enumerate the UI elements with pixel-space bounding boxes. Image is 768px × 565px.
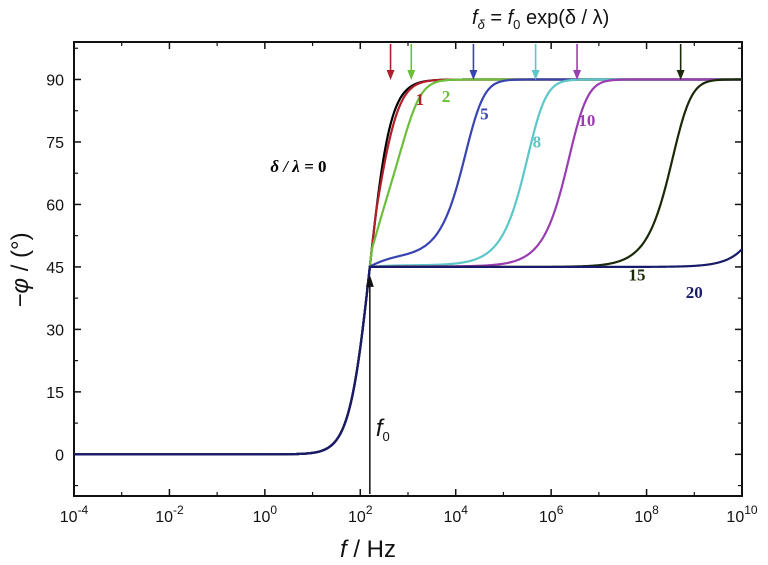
y-axis-title: −φ / (°) [7, 232, 34, 307]
x-tick-label: 100 [253, 503, 278, 526]
y-tick-label: 45 [46, 260, 64, 277]
curve-label-10: 10 [578, 111, 595, 130]
f0-label: f0 [376, 415, 390, 444]
x-tick-label: 108 [634, 503, 659, 526]
x-tick-label: 106 [539, 503, 564, 526]
threshold-arrow-head [676, 70, 685, 80]
y-tick-label: 0 [55, 447, 64, 464]
y-tick-label: 15 [46, 385, 64, 402]
x-tick-label: 1010 [726, 503, 757, 526]
f0-subscript: 0 [383, 429, 390, 444]
x-tick-label: 10-4 [60, 503, 89, 526]
threshold-arrows [386, 44, 685, 80]
formula-annotation: fδ = f0 exp(δ / λ) [472, 7, 609, 32]
x-tick-label: 10-2 [155, 503, 184, 526]
curve-label-15: 15 [629, 265, 646, 284]
curve-label-0: δ / λ = 0 [270, 157, 326, 176]
curve-labels: δ / λ = 0 1 2 5 8 10 15 20 [270, 87, 702, 302]
curve-label-2: 2 [442, 87, 451, 106]
formula-rhs-sub: 0 [513, 17, 520, 32]
curve-delta-20 [74, 248, 743, 456]
x-axis-ticks: 10-4 10-2 100 102 104 106 108 1010 [60, 42, 758, 526]
y-tick-label: 90 [46, 72, 64, 89]
y-axis-symbol: −φ [7, 278, 34, 308]
threshold-arrow-head [386, 70, 395, 80]
f0-symbol: f [376, 415, 385, 442]
y-axis-unit: / (°) [7, 232, 34, 278]
curve-label-1: 1 [416, 90, 425, 109]
y-tick-label: 75 [46, 135, 64, 152]
curve-label-20: 20 [686, 283, 703, 302]
y-tick-label: 60 [46, 197, 64, 214]
formula-tail: exp(δ / λ) [520, 7, 609, 29]
formula-rhs: f [508, 7, 516, 29]
phase-curves [74, 78, 743, 456]
x-axis-symbol: f [340, 536, 349, 563]
y-tick-label: 30 [46, 322, 64, 339]
curve-label-5: 5 [480, 104, 489, 123]
threshold-arrow-head [573, 70, 582, 80]
threshold-arrow-head [469, 70, 478, 80]
f0-arrow-head [365, 274, 374, 287]
threshold-arrow-head [407, 70, 416, 80]
x-axis-unit: / Hz [347, 536, 396, 563]
formula-lhs-sub: δ [478, 17, 486, 32]
formula-eq: = [485, 7, 508, 29]
formula-lhs: f [472, 7, 480, 29]
x-tick-label: 104 [443, 503, 468, 526]
curve-label-8: 8 [533, 133, 542, 152]
threshold-arrow-head [531, 70, 540, 80]
x-axis-title: f / Hz [340, 536, 396, 563]
x-tick-label: 102 [348, 503, 373, 526]
